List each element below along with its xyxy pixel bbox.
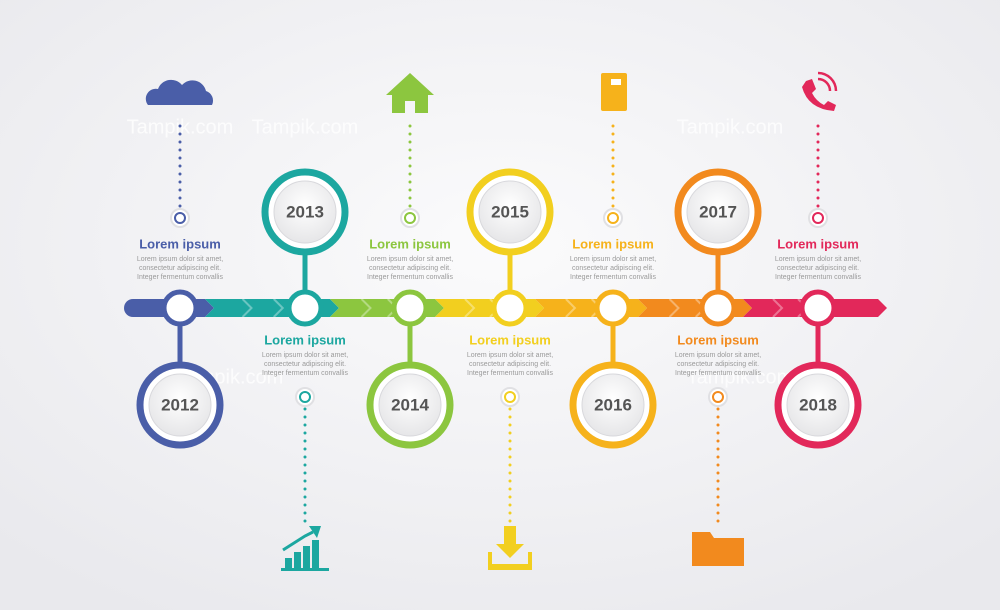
year-label: 2015 bbox=[491, 202, 529, 221]
chart-bar bbox=[312, 540, 319, 568]
year-inner bbox=[378, 373, 442, 437]
icon bbox=[601, 73, 627, 111]
year-inner bbox=[478, 180, 542, 244]
milestone-body: Integer fermentum convallis bbox=[367, 274, 453, 281]
small-dot bbox=[170, 208, 190, 228]
bar-chevron bbox=[273, 298, 285, 318]
cloud-icon bbox=[145, 79, 214, 105]
chart-arrow bbox=[282, 530, 314, 552]
milestone-body: Lorem ipsum dolor sit amet, bbox=[262, 352, 348, 359]
chart-bar bbox=[285, 558, 292, 568]
milestone-body: Integer fermentum convallis bbox=[675, 370, 761, 377]
milestone-body: consectetur adipiscing elit. bbox=[264, 361, 346, 368]
bar-chevron bbox=[565, 298, 577, 318]
bar-chevron bbox=[360, 298, 372, 318]
milestone-body: Lorem ipsum dolor sit amet, bbox=[467, 352, 553, 359]
small-dot-ring bbox=[504, 391, 516, 403]
house-icon bbox=[386, 73, 434, 113]
icon bbox=[802, 71, 838, 111]
small-dot bbox=[808, 208, 828, 228]
bar-node bbox=[161, 289, 199, 327]
chart-arrow-head bbox=[309, 526, 321, 538]
download-icon bbox=[496, 526, 524, 558]
milestone-body: Lorem ipsum dolor sit amet, bbox=[137, 256, 223, 263]
watermark: Tampik.com bbox=[687, 366, 794, 388]
milestone-body: consectetur adipiscing elit. bbox=[777, 265, 859, 272]
small-dot-ring bbox=[712, 391, 724, 403]
milestone-body: Integer fermentum convallis bbox=[262, 370, 348, 377]
milestone-body: Lorem ipsum dolor sit amet, bbox=[675, 352, 761, 359]
tray-icon bbox=[488, 552, 532, 570]
year-inner bbox=[686, 180, 750, 244]
small-dot bbox=[603, 208, 623, 228]
bar-node bbox=[594, 289, 632, 327]
year-label: 2013 bbox=[286, 202, 324, 221]
milestone-body: Integer fermentum convallis bbox=[137, 274, 223, 281]
year-label: 2012 bbox=[161, 395, 199, 414]
milestone-body: Lorem ipsum dolor sit amet, bbox=[775, 256, 861, 263]
phone-icon bbox=[802, 79, 836, 111]
milestone-title: Lorem ipsum bbox=[469, 332, 551, 347]
folder-icon bbox=[692, 532, 744, 566]
bar-node bbox=[491, 289, 529, 327]
icon bbox=[386, 73, 434, 113]
chart-base bbox=[281, 568, 329, 571]
bar-node bbox=[286, 289, 324, 327]
small-dot-ring bbox=[299, 391, 311, 403]
milestone-title: Lorem ipsum bbox=[677, 332, 759, 347]
bar-chevron bbox=[772, 298, 784, 318]
icon bbox=[488, 526, 532, 570]
milestone-body: consectetur adipiscing elit. bbox=[139, 265, 221, 272]
milestone-body: consectetur adipiscing elit. bbox=[677, 361, 759, 368]
year-inner bbox=[581, 373, 645, 437]
bar-chevron bbox=[241, 298, 253, 318]
small-dot-ring bbox=[404, 212, 416, 224]
bar-node bbox=[699, 289, 737, 327]
chart-bar bbox=[294, 552, 301, 568]
bar-chevron bbox=[668, 298, 680, 318]
milestone-body: Integer fermentum convallis bbox=[775, 274, 861, 281]
small-dot bbox=[708, 387, 728, 407]
small-dot bbox=[400, 208, 420, 228]
year-inner bbox=[148, 373, 212, 437]
year-inner bbox=[786, 373, 850, 437]
milestone-body: consectetur adipiscing elit. bbox=[469, 361, 551, 368]
year-label: 2017 bbox=[699, 202, 737, 221]
notebook-tab bbox=[611, 79, 621, 85]
small-dot-ring bbox=[812, 212, 824, 224]
milestone-body: Integer fermentum convallis bbox=[570, 274, 656, 281]
milestone-body: Lorem ipsum dolor sit amet, bbox=[367, 256, 453, 263]
icon bbox=[145, 79, 214, 105]
milestone-body: Lorem ipsum dolor sit amet, bbox=[570, 256, 656, 263]
chart-bar bbox=[303, 546, 310, 568]
notebook-icon bbox=[601, 73, 627, 111]
icon bbox=[281, 526, 329, 571]
milestone-body: Integer fermentum convallis bbox=[467, 370, 553, 377]
bar-node bbox=[391, 289, 429, 327]
milestone-title: Lorem ipsum bbox=[777, 236, 859, 251]
milestone-title: Lorem ipsum bbox=[139, 236, 221, 251]
milestone-title: Lorem ipsum bbox=[369, 236, 451, 251]
watermark: Tampik.com bbox=[677, 116, 784, 138]
milestone-body: consectetur adipiscing elit. bbox=[572, 265, 654, 272]
year-inner bbox=[273, 180, 337, 244]
year-label: 2016 bbox=[594, 395, 632, 414]
small-dot bbox=[500, 387, 520, 407]
small-dot bbox=[295, 387, 315, 407]
milestone-body: consectetur adipiscing elit. bbox=[369, 265, 451, 272]
bar-chevron bbox=[464, 298, 476, 318]
milestone-title: Lorem ipsum bbox=[572, 236, 654, 251]
icon bbox=[692, 532, 744, 566]
signal bbox=[817, 71, 838, 92]
small-dot-ring bbox=[607, 212, 619, 224]
small-dot-ring bbox=[174, 212, 186, 224]
milestone-title: Lorem ipsum bbox=[264, 332, 346, 347]
bar-node bbox=[799, 289, 837, 327]
year-label: 2018 bbox=[799, 395, 837, 414]
watermark: Tampik.com bbox=[252, 116, 359, 138]
year-label: 2014 bbox=[391, 395, 429, 414]
